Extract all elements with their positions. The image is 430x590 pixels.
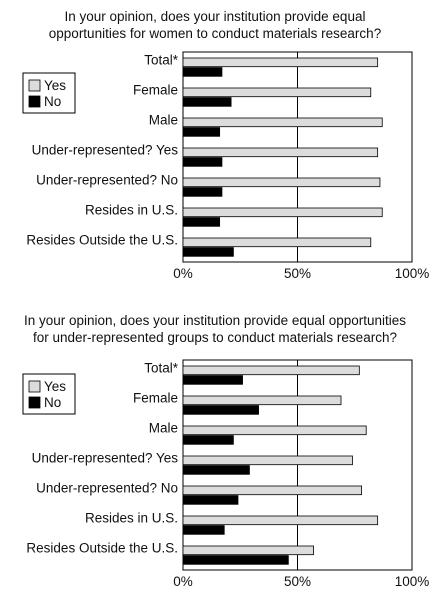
x-tick-label: 100%: [395, 266, 430, 281]
bar-no: [182, 187, 223, 197]
x-tick-label: 100%: [395, 574, 430, 589]
category-label: Under-represented? No: [36, 173, 178, 188]
chart-panel-women: In your opinion, does your institution p…: [0, 0, 430, 290]
category-label: Female: [133, 83, 178, 98]
category-label: Total*: [144, 53, 179, 68]
category-label: Male: [149, 113, 178, 128]
bar-yes: [182, 515, 379, 526]
bar-no: [182, 97, 232, 107]
legend-label: No: [44, 94, 61, 109]
chart-panel-underrepresented: In your opinion, does your institution p…: [0, 310, 430, 590]
bar-no: [182, 555, 289, 565]
bar-yes: [182, 237, 372, 248]
chart-underrepresented-opportunities: Total* Female Male Under-represented? Yes Un…: [22, 359, 430, 589]
bar-yes: [182, 117, 383, 128]
legend-swatch: [28, 380, 41, 393]
bar-yes: [182, 395, 342, 406]
category-label: Male: [149, 421, 178, 436]
bar-yes: [182, 147, 379, 158]
x-tick-label: 50%: [284, 574, 311, 589]
chart-women-opportunities: Total* Female Male Under-represented? Yes Un…: [22, 51, 430, 281]
bar-no: [182, 495, 239, 505]
category-label: Female: [133, 391, 178, 406]
x-tick-label: 0%: [173, 574, 193, 589]
bar-no: [182, 435, 234, 445]
legend-label: No: [44, 395, 61, 410]
category-label: Resides Outside the U.S.: [26, 541, 178, 556]
bar-no: [182, 375, 243, 385]
chart-title-line-2: opportunities for women to conduct mater…: [48, 26, 382, 41]
chart-title-line-1: In your opinion, does your institution p…: [24, 313, 406, 328]
bar-no: [182, 157, 223, 167]
category-label: Resides Outside the U.S.: [26, 233, 178, 248]
bar-yes: [182, 177, 381, 188]
bar-yes: [182, 57, 379, 68]
category-label: Under-represented? No: [36, 481, 178, 496]
bar-no: [182, 465, 250, 475]
bar-yes: [182, 485, 363, 496]
bar-yes: [182, 455, 353, 466]
bar-yes: [182, 87, 372, 98]
category-label: Total*: [144, 361, 179, 376]
chart-title-line-2: for under-represented groups to conduct …: [33, 330, 397, 345]
x-tick-label: 50%: [284, 266, 311, 281]
bar-yes: [182, 207, 383, 218]
bar-yes: [182, 365, 360, 376]
bar-no: [182, 405, 259, 415]
legend-label: Yes: [44, 379, 66, 394]
legend-swatch: [28, 396, 41, 409]
bar-yes: [182, 425, 367, 436]
category-label: Under-represented? Yes: [32, 451, 179, 466]
category-label: Resides in U.S.: [85, 203, 178, 218]
category-label: Under-represented? Yes: [32, 143, 179, 158]
bar-no: [182, 127, 221, 137]
category-label: Resides in U.S.: [85, 511, 178, 526]
bar-no: [182, 525, 225, 535]
legend-swatch: [28, 79, 41, 92]
bar-yes: [182, 545, 314, 556]
bar-no: [182, 247, 234, 257]
x-tick-label: 0%: [173, 266, 193, 281]
legend-swatch: [28, 95, 41, 108]
bar-no: [182, 67, 223, 77]
chart-title-line-1: In your opinion, does your institution p…: [64, 9, 366, 24]
bar-no: [182, 217, 221, 227]
legend-label: Yes: [44, 78, 66, 93]
